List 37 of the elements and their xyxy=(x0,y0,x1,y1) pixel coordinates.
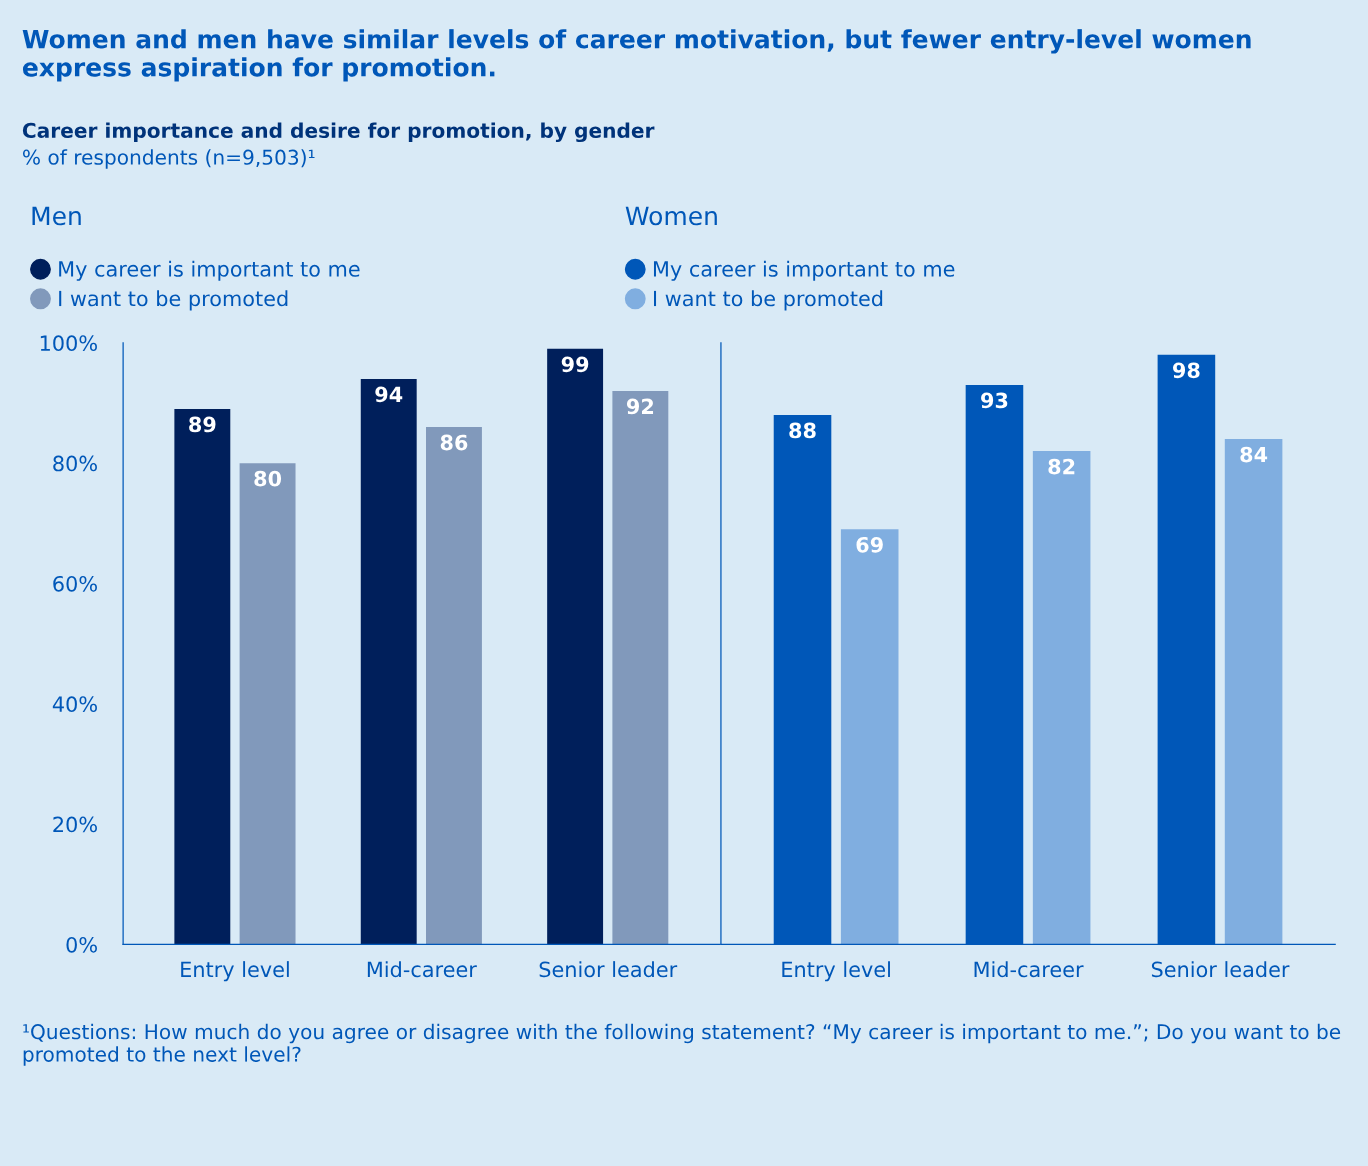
legend-title: Men xyxy=(32,206,81,226)
legend-label: My career is important to me xyxy=(59,260,360,281)
y-tick-label: 80% xyxy=(53,455,97,472)
data-label: 82 xyxy=(1048,458,1075,475)
data-label: 89 xyxy=(189,416,216,433)
data-label: 99 xyxy=(561,356,589,373)
bar xyxy=(1032,451,1091,945)
data-label: 80 xyxy=(254,470,282,487)
legend-label: My career is important to me xyxy=(653,260,955,281)
data-label: 98 xyxy=(1172,362,1200,379)
text: ¹Questions: How much do you agree or disagree with the following statement? “My career is important to me.”; Do you want to be promoted to the next level? xyxy=(23,1023,1341,1066)
data-label: 69 xyxy=(856,536,883,553)
x-tick-label: Senior leader xyxy=(539,961,678,978)
x-tick-label: Entry level xyxy=(782,961,890,982)
x-tick-label: Mid-career xyxy=(367,961,477,978)
legend-title: Women xyxy=(625,206,717,226)
y-tick-label: 0% xyxy=(66,936,97,953)
data-label: 88 xyxy=(789,422,816,439)
data-label: 94 xyxy=(375,386,403,403)
y-tick-label: 60% xyxy=(53,575,97,592)
bar xyxy=(1224,439,1283,945)
y-tick-label: 40% xyxy=(52,696,97,713)
data-label: 84 xyxy=(1240,446,1268,463)
data-label: 92 xyxy=(626,398,654,415)
y-axis-title: % of respondents (n=9,503)¹ xyxy=(23,149,315,169)
y-tick-label: 20% xyxy=(53,816,97,833)
data-label: 93 xyxy=(981,392,1008,409)
legend-label: I want to be promoted xyxy=(653,290,883,311)
x-tick-label: Entry level xyxy=(181,961,289,982)
chart-title: Women and men have similar levels of career motivation, but fewer entry-level women express aspiration for promotion. xyxy=(22,29,1251,82)
y-tick-label: 100% xyxy=(40,335,97,352)
x-tick-label: Mid-career xyxy=(974,961,1084,978)
chart-subtitle: Career importance and desire for promotion, by gender xyxy=(22,122,655,143)
x-tick-label: Senior leader xyxy=(1151,961,1290,978)
bar xyxy=(840,529,899,945)
legend-label: I want to be promoted xyxy=(59,290,288,311)
data-label: 86 xyxy=(440,434,468,451)
